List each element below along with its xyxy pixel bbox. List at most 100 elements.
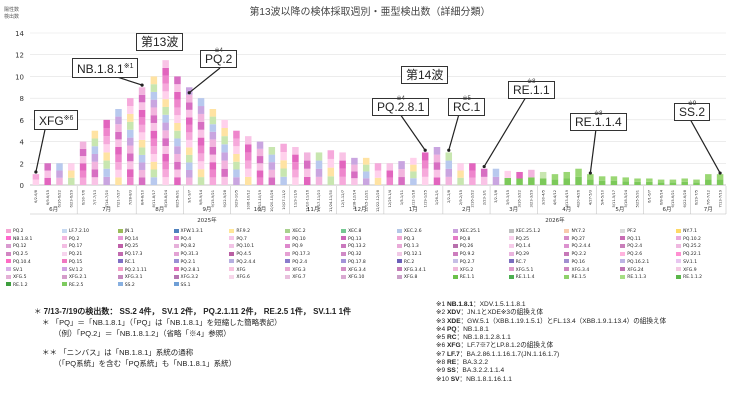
legend-item: SV.1.1 (676, 259, 697, 266)
month-label: 7月 (102, 206, 111, 213)
bar-segment (150, 84, 158, 92)
x-tick-label: 4/27-5/3 (589, 190, 593, 205)
legend-label: RF.9.2 (236, 229, 250, 234)
bar-20 (268, 147, 276, 185)
legend-label: PQ.26 (459, 244, 474, 250)
bar-3 (68, 163, 75, 185)
legend-swatch (508, 267, 514, 271)
legend-label: PQ.25.2 (683, 244, 701, 250)
legend-label: PQ.31.3 (180, 252, 199, 258)
callout-arrowhead (140, 83, 144, 87)
legend-swatch (285, 251, 291, 256)
legend-swatch (117, 267, 123, 271)
legend-swatch (508, 243, 514, 248)
legend-item: PQ.4 (173, 236, 191, 243)
bar-segment (174, 146, 181, 154)
callout-arrowhead (718, 171, 722, 175)
bar-segment (433, 169, 441, 178)
bar-segment (221, 144, 228, 153)
month-label: 6月 (663, 206, 672, 213)
bar-segment (150, 146, 158, 154)
bar-segment (410, 157, 417, 165)
legend-item: PQ.2.6 (620, 251, 642, 258)
bar-segment (91, 169, 99, 178)
legend-item: XFG.3.4 (341, 267, 366, 274)
bar-segment (186, 117, 193, 125)
footnote-9: ※10 SV：NB.1.8.1.16.1.1 (436, 376, 666, 384)
bar-segment (174, 130, 181, 139)
legend-label: XFG.3.4.1 (403, 267, 426, 273)
y-axis-tag: 陽性数 (4, 7, 20, 13)
legend-swatch (508, 274, 514, 279)
y-tick-label: 8 (20, 95, 24, 103)
bar-segment (186, 109, 193, 118)
bar-series (32, 60, 724, 185)
bar-segment (127, 121, 134, 130)
legend-label: RE.1.1 (459, 275, 475, 281)
legend-label: PQ.10.1 (236, 244, 255, 250)
legend-label: PQ.21 (68, 252, 83, 258)
summary-items: SS.2 4件， SV.1 2件， PQ.2.1.11 2件， RE.2.5 1… (120, 307, 352, 316)
bar-36 (457, 163, 464, 185)
legend-item: PQ.13.2 (341, 243, 366, 250)
legend-swatch (452, 243, 458, 248)
bar-segment (162, 177, 169, 185)
legend-label: XFG (236, 267, 246, 273)
bar-segment (433, 177, 441, 185)
legend-swatch (61, 243, 67, 248)
legend-swatch (676, 228, 682, 233)
legend-swatch (285, 243, 291, 248)
bar-18 (244, 136, 252, 185)
bar-segment (115, 147, 122, 155)
y-tick-label: 6 (20, 117, 25, 125)
y-tick-label: 14 (15, 30, 24, 38)
callout-text: PQ.2.8.1 (377, 100, 425, 114)
legend-swatch (341, 236, 347, 241)
year-label: 2025年 (197, 216, 217, 224)
bar-19 (256, 141, 264, 185)
legend-item: XFG.8 (396, 274, 417, 281)
callout-note: ※8 (594, 111, 603, 117)
bar-25 (327, 150, 335, 185)
legend-label: XFG.5.1 (515, 267, 534, 273)
bar-segment (174, 177, 181, 185)
legend-item: XEC.25.1 (452, 228, 480, 235)
bar-segment (150, 107, 158, 116)
bar-segment (315, 160, 323, 169)
bar-51 (634, 178, 641, 185)
legend-item: PQ.14 (117, 236, 138, 243)
x-tick-label: 9/1-9/7 (187, 190, 191, 203)
x-tick-label: 5/18-5/24 (624, 189, 628, 207)
legend-item: XFG.6 (229, 274, 250, 281)
legend-item: PQ.32 (341, 251, 361, 258)
x-tick-label: 6/16-6/22 (58, 190, 62, 207)
bar-segment (233, 169, 240, 178)
bar-segment (127, 113, 134, 122)
bar-segment (91, 153, 99, 162)
x-tick-label: 11/10-11/16 (305, 189, 309, 212)
legend-label: XEC.25.1.2 (515, 229, 541, 234)
bar-38 (480, 168, 488, 185)
bar-segment (186, 132, 193, 140)
bar-22 (292, 147, 299, 185)
legend-item: PQ.2.8.1 (173, 267, 200, 274)
legend-swatch (564, 236, 570, 241)
legend-swatch (620, 267, 626, 271)
legend-swatch (6, 274, 11, 279)
bar-segment (115, 169, 122, 178)
bar-37 (469, 163, 476, 185)
bar-segment (56, 177, 63, 185)
callout-arrow (35, 124, 47, 173)
legend-item: XFG.3.2 (173, 274, 198, 281)
bar-segment (150, 169, 158, 178)
legend-item: SS.2 (117, 282, 135, 289)
legend-label: PQ.2.1.11 (124, 267, 147, 273)
bar-segment (115, 162, 122, 170)
bar-segment (44, 163, 51, 171)
legend-item: PQ.2.1 (173, 259, 195, 266)
bar-segment (162, 161, 169, 170)
bar-segment (693, 179, 700, 183)
bar-segment (315, 152, 323, 161)
x-tick-label: 9/15-9/21 (211, 190, 215, 207)
month-labels: 6月 7月 8月 9月 10月 11月 12月 1月 2月 3月 4月 5月 6月 7月 (30, 186, 727, 215)
